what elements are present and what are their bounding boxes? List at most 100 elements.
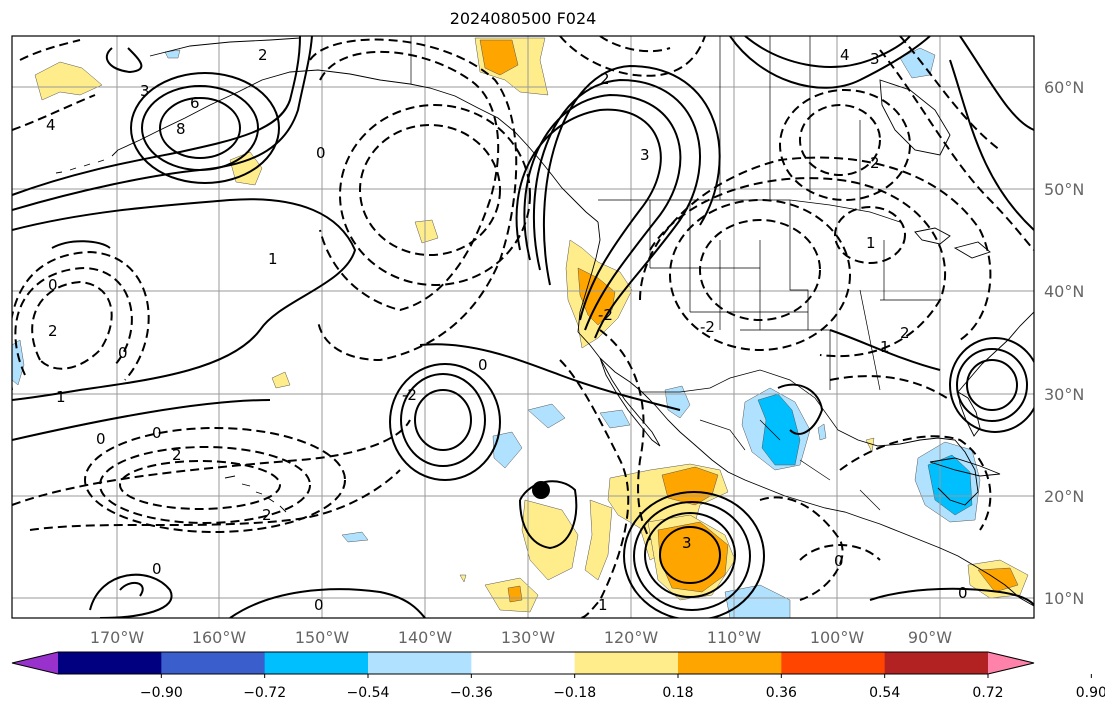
lon-tick-label: 90°W: [908, 628, 952, 647]
lon-tick-label: 120°W: [604, 628, 659, 647]
positive-contour: [523, 93, 682, 331]
contour-label: 0: [316, 144, 326, 162]
positive-contour: [744, 36, 911, 68]
location-marker: [532, 481, 550, 499]
negative-contour: [12, 419, 411, 506]
us-canada-border: [598, 199, 901, 223]
great-lakes-low: [834, 206, 906, 264]
contour-label: 1: [268, 250, 278, 268]
positive-contours: [12, 36, 1034, 618]
lon-tick-label: 100°W: [810, 628, 865, 647]
atlantic-high: [956, 348, 1028, 422]
positive-contour: [119, 581, 144, 597]
negative-anomaly-region: [599, 409, 631, 429]
negative-anomaly-region: [817, 423, 827, 441]
negative-anomaly-region: [492, 431, 523, 469]
negative-contour: [559, 359, 630, 618]
map-title: 2024080500 F024: [449, 9, 597, 28]
colorbar-tick-label: 0.18: [662, 685, 693, 701]
colorbar-tick-label: 0.54: [869, 685, 900, 701]
positive-anomaly-region: [584, 499, 613, 581]
positive-anomaly-region: [459, 574, 467, 583]
contour-label: 2: [262, 506, 272, 524]
alaska-north-coast: [149, 37, 301, 57]
colorbar-segment: [368, 652, 472, 674]
negative-contours: [12, 36, 1034, 618]
negative-anomaly-region: [12, 339, 25, 386]
state-lines: [649, 200, 940, 391]
negative-contour: [839, 435, 992, 531]
lat-tick-label: 30°N: [1044, 385, 1084, 404]
negative-anomaly-region: [899, 47, 936, 79]
negative-contour: [759, 496, 844, 601]
contour-label: 1: [598, 596, 608, 614]
florida: [957, 391, 981, 437]
positive-contour: [229, 588, 426, 618]
positive-anomaly-region: [865, 437, 875, 453]
subtropical-low: [99, 446, 311, 524]
canada-low: [779, 89, 911, 201]
colorbar: −0.90 −0.72 −0.54 −0.36 −0.18 0.18 0.36 0.54 0.7…: [11, 651, 1105, 701]
gulf-of-mexico-coast: [837, 429, 979, 506]
alaska-coastline: [117, 69, 599, 223]
colorbar-tick-label: 0.72: [972, 685, 1003, 701]
us-west-coast: [577, 331, 1034, 607]
negative-anomaly-region: [927, 454, 973, 516]
colorbar-outline: [11, 651, 1035, 675]
continental-low: [669, 199, 851, 351]
contour-label: 0: [152, 424, 162, 442]
negative-anomaly-region: [664, 385, 691, 419]
lon-tick-label: 110°W: [707, 628, 762, 647]
baja-california: [599, 357, 661, 447]
contour-label: -2: [598, 306, 613, 324]
latitude-axis: 60°N 50°N 40°N 30°N 20°N 10°N: [1044, 78, 1084, 608]
contour-label: 4: [46, 116, 56, 134]
gulf-of-alaska-low: [359, 124, 501, 256]
positive-contour: [12, 198, 357, 401]
colorbar-tick-label: −0.72: [243, 685, 286, 701]
contour-label: 1: [56, 388, 66, 406]
contour-label: 0: [152, 560, 162, 578]
contour-label: 4: [840, 46, 850, 64]
lon-tick-label: 140°W: [398, 628, 453, 647]
contour-label: 0: [118, 344, 128, 362]
coastlines: [55, 37, 1034, 607]
negative-contour: [14, 266, 133, 376]
negative-contour: [309, 38, 518, 362]
positive-contour: [777, 383, 824, 435]
contour-label: 3: [140, 82, 150, 100]
subtropical-low: [119, 460, 281, 510]
central-pacific-high: [414, 389, 472, 451]
colorbar-segment: [678, 652, 782, 674]
positive-contour: [51, 240, 111, 249]
colorbar-tick-label: 0.90: [1076, 685, 1105, 701]
gulf-of-alaska-low: [339, 104, 531, 286]
positive-anomaly-region: [34, 61, 103, 101]
longitude-axis: 170°W 160°W 150°W 140°W 130°W 120°W 110°…: [90, 628, 952, 647]
negative-contour: [649, 177, 946, 358]
contour-label: 3: [870, 50, 880, 68]
contour-label: 2: [48, 322, 58, 340]
cuba: [929, 457, 1001, 477]
mexico-states: [699, 419, 881, 511]
contour-label: 0: [48, 276, 58, 294]
negative-contour: [559, 36, 706, 77]
map-plot-area: 0 0 0 0 0 0 0 0 0 0 1 1 1 1 1 2 2 2 2 2 …: [12, 36, 1034, 618]
plot-frame: [11, 35, 1035, 619]
colorbar-segment: [574, 652, 679, 674]
negative-contour: [19, 39, 81, 61]
east-pacific-high: [623, 491, 765, 618]
positive-anomaly-region: [507, 585, 523, 603]
colorbar-tick-label: −0.36: [450, 685, 493, 701]
negative-contour: [799, 544, 881, 561]
lon-tick-label: 150°W: [295, 628, 350, 647]
positive-contour: [829, 329, 941, 371]
positive-contour: [12, 399, 271, 441]
positive-contour: [869, 587, 1034, 606]
contour-labels: 0 0 0 0 0 0 0 0 0 0 1 1 1 1 1 2 2 2 2 2 …: [46, 46, 968, 614]
contour-label: 3: [640, 146, 650, 164]
aleutian-high: [159, 97, 241, 159]
lat-tick-label: 60°N: [1044, 78, 1084, 97]
lat-tick-label: 10°N: [1044, 589, 1084, 608]
